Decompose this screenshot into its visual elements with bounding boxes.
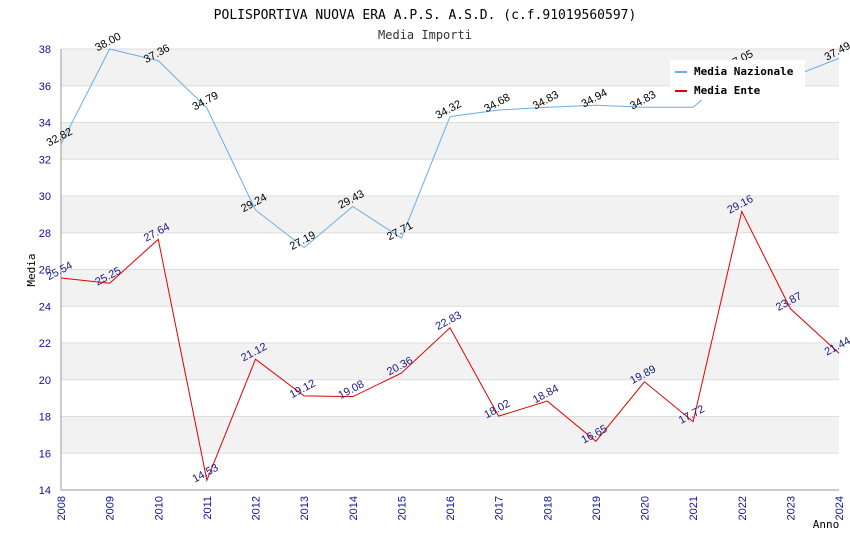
background-band bbox=[61, 379, 839, 417]
background-band bbox=[61, 159, 839, 196]
background-band bbox=[61, 196, 839, 233]
y-tick-label: 38 bbox=[39, 44, 51, 56]
x-tick-label: 2023 bbox=[785, 496, 797, 520]
legend: Media Nazionale Media Ente bbox=[670, 60, 805, 100]
background-band bbox=[61, 269, 839, 307]
y-tick-label: 28 bbox=[39, 228, 51, 240]
legend-box bbox=[670, 60, 805, 100]
y-axis-label: Media bbox=[25, 253, 38, 286]
y-tick-label: 26 bbox=[39, 265, 51, 277]
x-tick-label: 2017 bbox=[494, 496, 506, 520]
chart-title: POLISPORTIVA NUOVA ERA A.P.S. A.S.D. (c.… bbox=[214, 8, 637, 23]
x-tick-label: 2022 bbox=[737, 496, 749, 520]
y-tick-label: 20 bbox=[39, 375, 51, 387]
background-band bbox=[61, 343, 839, 380]
x-tick-label: 2014 bbox=[348, 496, 360, 520]
y-tick-label: 30 bbox=[39, 191, 51, 203]
y-tick-label: 24 bbox=[39, 301, 51, 313]
x-tick-label: 2018 bbox=[542, 496, 554, 520]
x-axis-ticks: 2008 2009 2010 2011 2012 2013 2014 2015 2016 2017… bbox=[56, 496, 846, 520]
x-tick-label: 2019 bbox=[591, 496, 603, 520]
y-tick-label: 34 bbox=[39, 118, 51, 130]
legend-label-media-nazionale: Media Nazionale bbox=[694, 65, 794, 78]
y-axis-ticks: 14 16 18 20 22 24 26 28 30 32 34 36 38 bbox=[39, 44, 51, 497]
series-line-media-ente bbox=[60, 209, 840, 482]
x-tick-label: 2010 bbox=[153, 496, 165, 520]
y-tick-label: 16 bbox=[39, 448, 51, 460]
y-tick-label: 22 bbox=[39, 338, 51, 350]
x-tick-label: 2016 bbox=[445, 496, 457, 520]
x-tick-label: 2020 bbox=[640, 496, 652, 520]
x-axis-label: Anno bbox=[813, 518, 840, 531]
x-tick-label: 2011 bbox=[202, 496, 214, 520]
y-tick-label: 14 bbox=[39, 485, 51, 497]
background-band bbox=[61, 453, 839, 490]
x-tick-label: 2012 bbox=[251, 496, 263, 520]
y-tick-label: 18 bbox=[39, 412, 51, 424]
x-tick-label: 2008 bbox=[56, 496, 68, 520]
x-tick-label: 2013 bbox=[299, 496, 311, 520]
chart-subtitle: Media Importi bbox=[378, 28, 472, 42]
y-tick-label: 32 bbox=[39, 154, 51, 166]
y-tick-label: 36 bbox=[39, 81, 51, 93]
x-tick-label: 2009 bbox=[105, 496, 117, 520]
x-tick-label: 2021 bbox=[688, 496, 700, 520]
background-band bbox=[61, 416, 839, 454]
background-band bbox=[61, 232, 839, 270]
legend-label-media-ente: Media Ente bbox=[694, 84, 761, 97]
x-tick-label: 2024 bbox=[834, 496, 846, 520]
background-band bbox=[61, 306, 839, 343]
x-tick-label: 2015 bbox=[396, 496, 408, 520]
background-bands bbox=[61, 49, 839, 490]
background-band bbox=[61, 122, 839, 160]
